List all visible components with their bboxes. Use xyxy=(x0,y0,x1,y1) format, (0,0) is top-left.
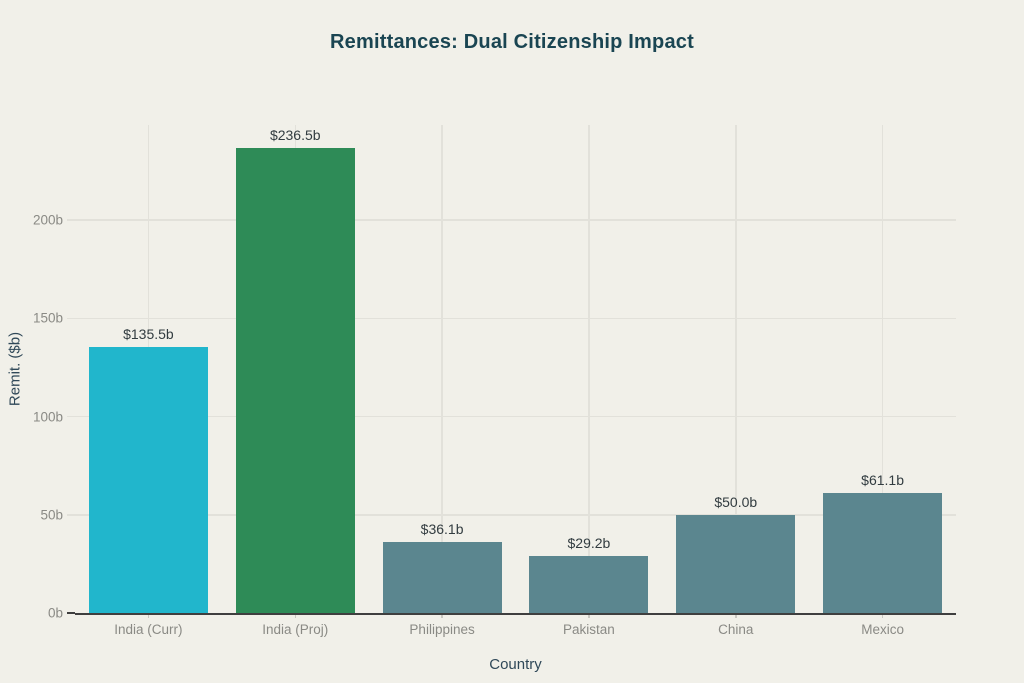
bar-philippines[interactable] xyxy=(382,542,502,613)
bar-india-proj[interactable] xyxy=(235,148,355,613)
x-gridline xyxy=(881,125,884,613)
bar-value-label: $29.2b xyxy=(567,534,611,551)
bar-value-label: $236.5b xyxy=(269,127,321,144)
y-gridline xyxy=(75,317,956,319)
y-tick-mark xyxy=(67,219,75,221)
y-tick-mark xyxy=(67,317,75,319)
x-tick-label: China xyxy=(718,622,754,637)
x-tick-label: Pakistan xyxy=(563,622,615,637)
y-tick-mark xyxy=(67,514,75,516)
x-tick-mark xyxy=(147,613,150,618)
x-tick-label: India (Proj) xyxy=(262,622,329,637)
x-gridline xyxy=(588,125,590,613)
x-tick-label: Philippines xyxy=(409,622,475,637)
y-tick-label: 200b xyxy=(32,212,63,228)
y-tick-label: 50b xyxy=(40,507,63,523)
chart-title: Remittances: Dual Citizenship Impact xyxy=(330,31,694,53)
y-gridline xyxy=(75,415,956,418)
y-gridline xyxy=(75,514,956,516)
x-axis-line xyxy=(75,613,956,615)
bar-value-label: $50.0b xyxy=(714,493,758,510)
bar-pakistan[interactable] xyxy=(529,555,649,613)
x-tick-mark xyxy=(294,613,296,618)
y-gridline xyxy=(75,219,956,221)
bar-mexico[interactable] xyxy=(823,492,943,613)
x-tick-mark xyxy=(881,613,884,618)
x-gridline xyxy=(441,125,443,613)
y-tick-label: 150b xyxy=(32,310,63,326)
bar-china[interactable] xyxy=(676,514,796,613)
x-tick-mark xyxy=(735,613,737,618)
x-tick-mark xyxy=(441,613,443,618)
y-tick-label: 0b xyxy=(47,605,63,621)
y-tick-mark xyxy=(67,612,75,614)
bar-value-label: $135.5b xyxy=(123,325,174,342)
y-tick-mark xyxy=(67,415,75,418)
x-gridline xyxy=(735,125,737,613)
x-tick-mark xyxy=(588,613,590,618)
x-tick-label: India (Curr) xyxy=(114,622,183,637)
x-axis-title: Country xyxy=(489,656,542,673)
bar-value-label: $36.1b xyxy=(420,521,464,538)
bar-india-curr[interactable] xyxy=(88,346,208,613)
x-tick-label: Mexico xyxy=(861,622,904,637)
y-tick-label: 100b xyxy=(32,409,63,424)
bar-value-label: $61.1b xyxy=(861,471,904,488)
